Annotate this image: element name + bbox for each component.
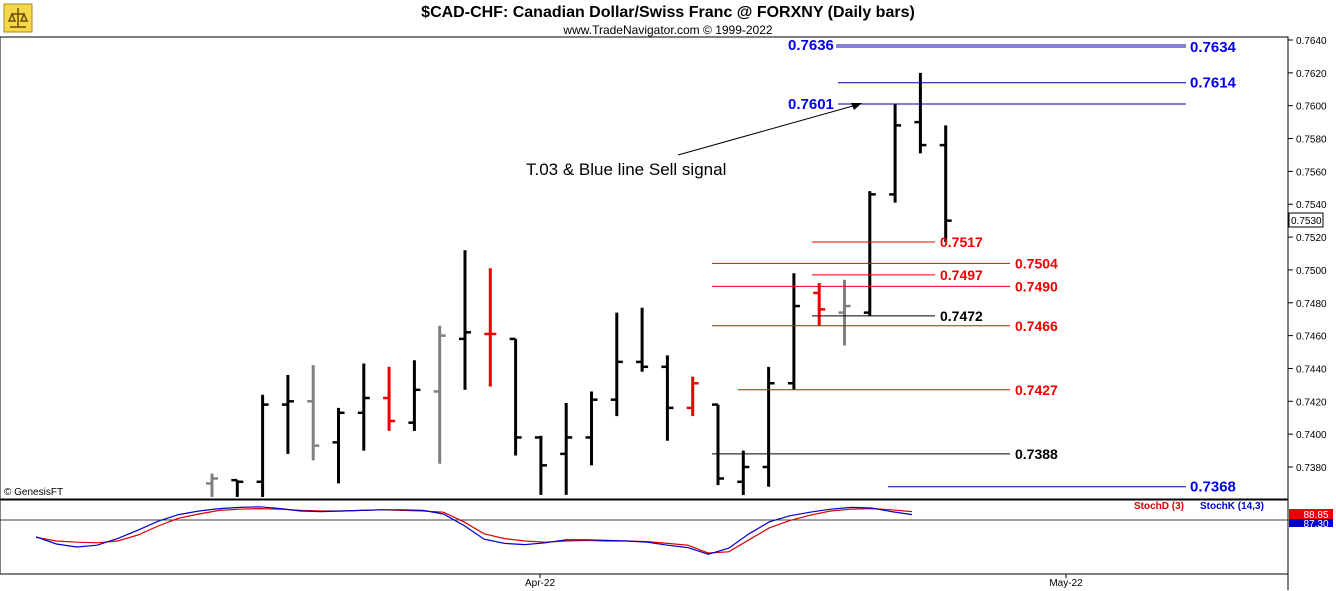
price-level: 0.7388 (712, 446, 1058, 462)
price-level: 0.7601 (788, 96, 1186, 113)
stoch-line (35, 506, 913, 555)
ohlc-bar (281, 375, 294, 454)
price-level: 0.7636 (788, 37, 1186, 54)
ohlc-bar (256, 394, 269, 497)
ohlc-bar (509, 337, 522, 456)
ohlc-bar (332, 407, 345, 484)
price-level-label: 0.7601 (788, 96, 834, 113)
genesis-logo-icon (3, 3, 33, 33)
stoch-line (35, 507, 913, 554)
ohlc-bar (889, 104, 902, 203)
y-tick-label: 0.7520 (1296, 233, 1327, 244)
y-tick-label: 0.7620 (1296, 69, 1327, 80)
price-levels: 0.7636 0.7634 0.7614 0.7601 0.7517 0.7504 0.74… (712, 37, 1237, 496)
price-level-label: 0.7517 (940, 234, 983, 250)
ohlc-bar (914, 72, 927, 154)
y-axis: 0.7640 0.7620 0.7600 0.7580 0.7560 0.7540 0.75… (1288, 36, 1327, 474)
last-price-label: 0.7530 (1291, 216, 1322, 227)
ohlc-bar (560, 402, 573, 495)
stoch-k-legend: StochK (14,3) (1200, 501, 1264, 512)
ohlc-bar (383, 366, 396, 431)
price-level-label: 0.7472 (940, 308, 983, 324)
price-level-label: 0.7368 (1190, 479, 1236, 496)
chart-subtitle: www.TradeNavigator.com © 1999-2022 (562, 23, 772, 37)
ohlc-bar (863, 191, 876, 316)
credit-label: © GenesisFT (4, 487, 63, 498)
ohlc-bar (307, 365, 320, 461)
price-level: 0.7497 (812, 267, 983, 283)
price-level-label: 0.7614 (1190, 75, 1237, 92)
stoch-last-values: 88.85 87.30 (1289, 509, 1333, 530)
signal-annotation: T.03 & Blue line Sell signal (526, 160, 726, 179)
y-tick-label: 0.7580 (1296, 135, 1327, 146)
ohlc-bar (636, 307, 649, 372)
price-level-label: 0.7388 (1015, 446, 1058, 462)
last-price-box: 0.7530 (1288, 212, 1324, 228)
ohlc-bar (712, 403, 724, 486)
ohlc-bar (206, 473, 218, 497)
price-level: 0.7368 (888, 479, 1236, 496)
ohlc-bar (585, 391, 598, 466)
x-label-apr: Apr-22 (525, 578, 555, 589)
annotation-arrow-icon (677, 103, 862, 156)
ohlc-bar (610, 312, 623, 417)
y-tick-label: 0.7420 (1296, 397, 1327, 408)
price-level-label: 0.7497 (940, 267, 983, 283)
ohlc-bar (408, 360, 421, 431)
y-tick-label: 0.7480 (1296, 299, 1327, 310)
stoch-k-last: 87.30 (1303, 519, 1328, 530)
ohlc-bar (762, 366, 775, 487)
ohlc-bar (459, 250, 471, 390)
price-panel (0, 36, 1289, 500)
price-level-label: 0.7504 (1015, 255, 1058, 271)
ohlc-bar (231, 478, 244, 497)
y-tick-label: 0.7460 (1296, 332, 1327, 343)
price-level: 0.7490 (712, 278, 1058, 294)
price-level: 0.7504 (712, 255, 1058, 271)
y-tick-label: 0.7600 (1296, 102, 1327, 113)
ohlc-bar (813, 283, 826, 326)
stoch-panel (0, 499, 1289, 575)
ohlc-bar (534, 435, 547, 495)
y-tick-label: 0.7540 (1296, 200, 1327, 211)
chart-title: $CAD-CHF: Canadian Dollar/Swiss Franc @ … (421, 4, 915, 21)
stoch-d-last: 88.85 (1303, 510, 1328, 521)
ohlc-bar (939, 125, 952, 243)
ohlc-bar (357, 363, 370, 451)
y-tick-label: 0.7380 (1296, 463, 1327, 474)
y-tick-label: 0.7500 (1296, 266, 1327, 277)
y-tick-label: 0.7400 (1296, 430, 1327, 441)
ohlc-bar (433, 325, 446, 464)
ohlc-bar (661, 355, 674, 441)
stochastic-lines (35, 506, 913, 555)
price-level-label: 0.7490 (1015, 278, 1058, 294)
price-level-label: 0.7466 (1015, 318, 1058, 334)
price-level-label: 0.7427 (1015, 382, 1058, 398)
ohlc-bar (686, 376, 699, 417)
price-level: 0.7466 (712, 318, 1058, 334)
price-level-label: 0.7634 (1190, 39, 1237, 56)
y-tick-label: 0.7560 (1296, 167, 1327, 178)
price-level: 0.7614 (838, 75, 1237, 92)
ohlc-bars (206, 72, 952, 497)
price-level: 0.7427 (738, 382, 1058, 398)
x-label-may: May-22 (1049, 578, 1083, 589)
y-tick-label: 0.7640 (1296, 36, 1327, 47)
price-level: 0.7634 (836, 39, 1237, 56)
price-level-label: 0.7636 (788, 37, 834, 54)
stoch-d-legend: StochD (3) (1134, 501, 1184, 512)
y-tick-label: 0.7440 (1296, 364, 1327, 375)
price-level: 0.7517 (812, 234, 983, 250)
price-level: 0.7472 (812, 308, 983, 324)
ohlc-bar (838, 279, 851, 346)
ohlc-bar (737, 450, 750, 495)
ohlc-bar (787, 273, 800, 390)
ohlc-bar (484, 268, 497, 387)
